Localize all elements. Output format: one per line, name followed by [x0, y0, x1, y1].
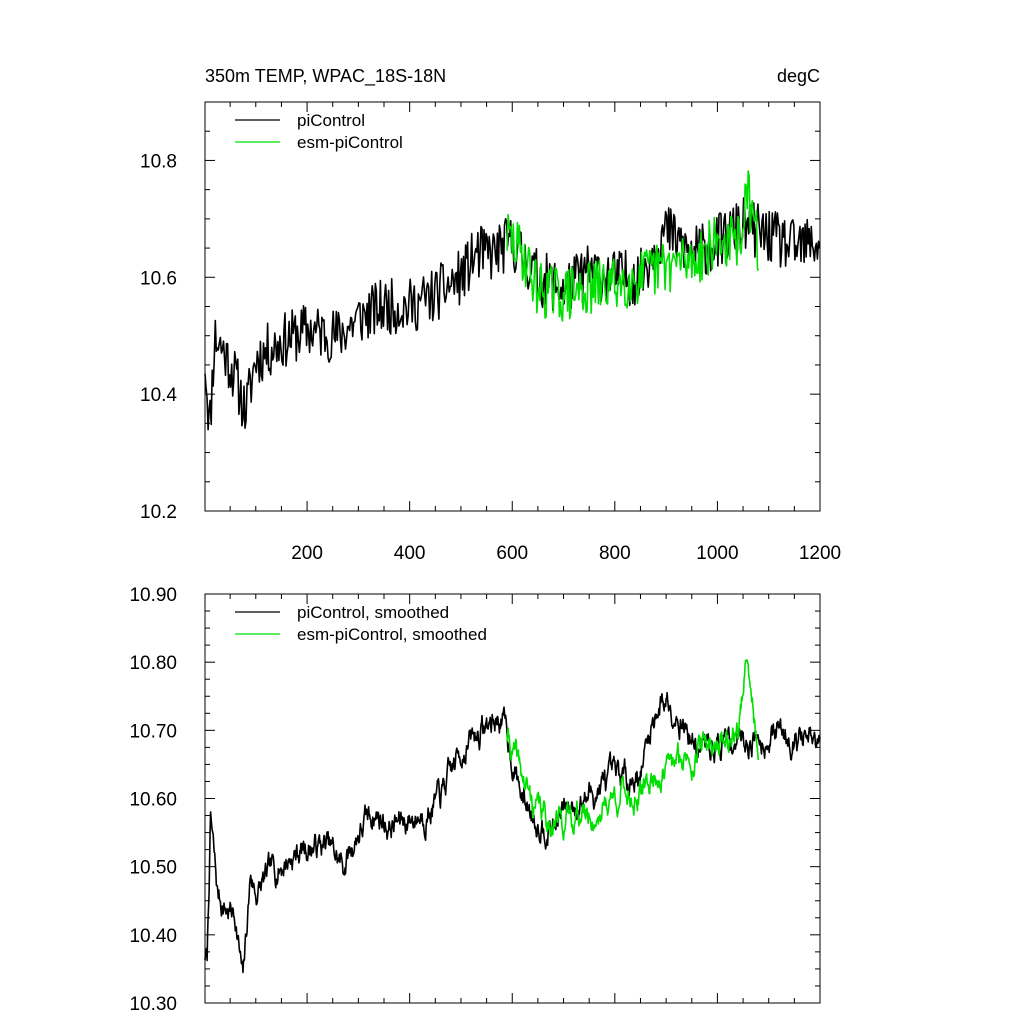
bottom-y-tick-label: 10.40 — [129, 926, 177, 947]
bottom-series-group — [204, 659, 821, 974]
top-series-group — [204, 170, 821, 431]
top-legend: piControl esm-piControl — [235, 111, 403, 152]
bottom-y-tick-label: 10.30 — [129, 994, 177, 1015]
legend-label-picontrol-smoothed: piControl, smoothed — [297, 603, 449, 622]
top-x-tick-label: 400 — [394, 543, 426, 564]
top-x-tick-label: 1000 — [696, 543, 738, 564]
top-chart-panel: 350m TEMP, WPAC_18S-18N degC 200 400 600 80… — [140, 66, 841, 564]
top-y-tick-label: 10.8 — [140, 151, 177, 172]
top-y-tick-label: 10.4 — [140, 385, 177, 406]
bottom-series-line-esm-picontrol — [506, 659, 760, 841]
chart-title: 350m TEMP, WPAC_18S-18N — [205, 66, 446, 87]
units-label: degC — [777, 66, 820, 86]
top-axes-group: 200 400 600 800 1000 1200 10.2 10.4 10.6 10.8 — [140, 101, 841, 564]
bottom-y-tick-label: 10.50 — [129, 858, 177, 879]
top-x-tick-label: 800 — [599, 543, 631, 564]
legend-label-picontrol: piControl — [297, 111, 365, 130]
bottom-plot-frame — [204, 593, 821, 1004]
legend-label-esm-picontrol-smoothed: esm-piControl, smoothed — [297, 625, 487, 644]
legend-label-esm-picontrol: esm-piControl — [297, 133, 403, 152]
bottom-chart-panel: 10.30 10.40 10.50 10.60 10.70 10.80 10.90 piCo… — [129, 585, 821, 1015]
top-y-tick-label: 10.6 — [140, 268, 177, 289]
top-x-tick-label: 1200 — [799, 543, 841, 564]
bottom-legend: piControl, smoothed esm-piControl, smoot… — [235, 603, 487, 644]
bottom-axes-group: 10.30 10.40 10.50 10.60 10.70 10.80 10.90 — [129, 585, 821, 1015]
bottom-y-tick-label: 10.90 — [129, 585, 177, 606]
top-x-tick-label: 200 — [291, 543, 323, 564]
bottom-y-tick-label: 10.60 — [129, 790, 177, 811]
bottom-series-line-picontrol — [204, 691, 821, 974]
top-y-tick-label: 10.2 — [140, 502, 177, 523]
top-x-tick-label: 600 — [496, 543, 528, 564]
bottom-y-tick-label: 10.80 — [129, 653, 177, 674]
top-series-line-esm-picontrol — [506, 170, 760, 322]
bottom-y-tick-label: 10.70 — [129, 721, 177, 742]
top-plot-frame — [204, 101, 821, 512]
